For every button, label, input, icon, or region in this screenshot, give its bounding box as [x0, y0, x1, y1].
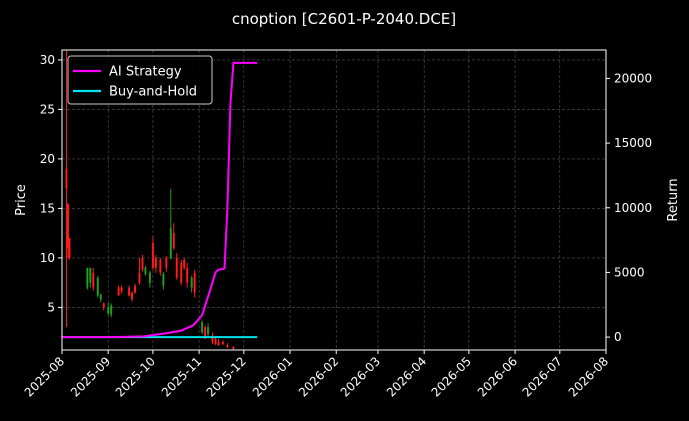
return-tick-label: 20000: [614, 71, 652, 85]
price-tick-label: 20: [40, 152, 55, 166]
return-tick-label: 0: [614, 330, 622, 344]
candle-body: [68, 238, 71, 258]
candle-body: [159, 259, 162, 273]
candle-body: [186, 267, 189, 283]
candle-body: [134, 285, 137, 293]
candle-body: [172, 233, 175, 249]
return-tick-label: 10000: [614, 201, 652, 215]
y2-axis-label: Return: [666, 178, 681, 221]
ai-strategy-line: [62, 61, 258, 339]
candle-body: [180, 262, 183, 283]
candle-body: [221, 342, 224, 345]
candle-body: [162, 273, 165, 286]
candle-body: [102, 303, 105, 308]
candle-body: [232, 347, 235, 350]
price-tick-label: 15: [40, 201, 55, 215]
candle-body: [120, 287, 123, 292]
candle-body: [138, 272, 141, 283]
candle-body: [214, 339, 217, 345]
candle-body: [148, 272, 151, 283]
candle-body: [141, 257, 144, 270]
candle-body: [190, 277, 193, 288]
chart-title: cnoption [C2601-P-2040.DCE]: [232, 10, 456, 28]
price-axis: 5 10 15 20 25 30: [40, 53, 62, 314]
candle-body: [86, 267, 89, 288]
candle-body: [193, 272, 196, 293]
candle-body: [154, 257, 157, 268]
candle-body: [107, 307, 110, 314]
price-tick-label: 5: [47, 300, 55, 314]
candles: [65, 50, 235, 350]
candle-body: [92, 272, 95, 288]
candle-body: [89, 267, 92, 283]
candle-body: [151, 243, 154, 268]
candle-body: [110, 305, 113, 315]
candle-body: [117, 287, 120, 296]
legend-label: Buy-and-Hold: [109, 85, 197, 100]
legend: AI Strategy Buy-and-Hold: [67, 55, 213, 105]
candle-body: [165, 257, 168, 268]
candle-body: [183, 259, 186, 268]
y-axis-label: Price: [14, 184, 29, 216]
candle-body: [169, 228, 172, 258]
candle-body: [96, 277, 99, 296]
candle-body: [204, 327, 207, 338]
price-tick-label: 30: [40, 53, 55, 67]
candle-body: [144, 267, 147, 274]
return-tick-label: 15000: [614, 136, 652, 150]
candle-body: [201, 322, 204, 333]
candle-body: [128, 287, 131, 296]
candle-body: [66, 203, 69, 249]
candle-body: [217, 342, 220, 346]
return-axis: 0 5000 10000 15000 20000: [606, 71, 652, 344]
plot-frame: [61, 49, 607, 351]
candle-body: [207, 327, 210, 335]
price-tick-label: 25: [40, 102, 55, 116]
return-tick-label: 5000: [614, 265, 645, 279]
candle-body: [65, 168, 68, 189]
legend-box: [67, 55, 213, 105]
legend-label: AI Strategy: [109, 65, 182, 80]
candle-body: [175, 257, 178, 278]
candle-body: [131, 292, 134, 300]
series-lines: [62, 61, 258, 339]
candle-body: [99, 294, 102, 300]
candle-body: [226, 345, 229, 348]
candle-body: [211, 337, 214, 343]
price-tick-label: 10: [40, 251, 55, 265]
